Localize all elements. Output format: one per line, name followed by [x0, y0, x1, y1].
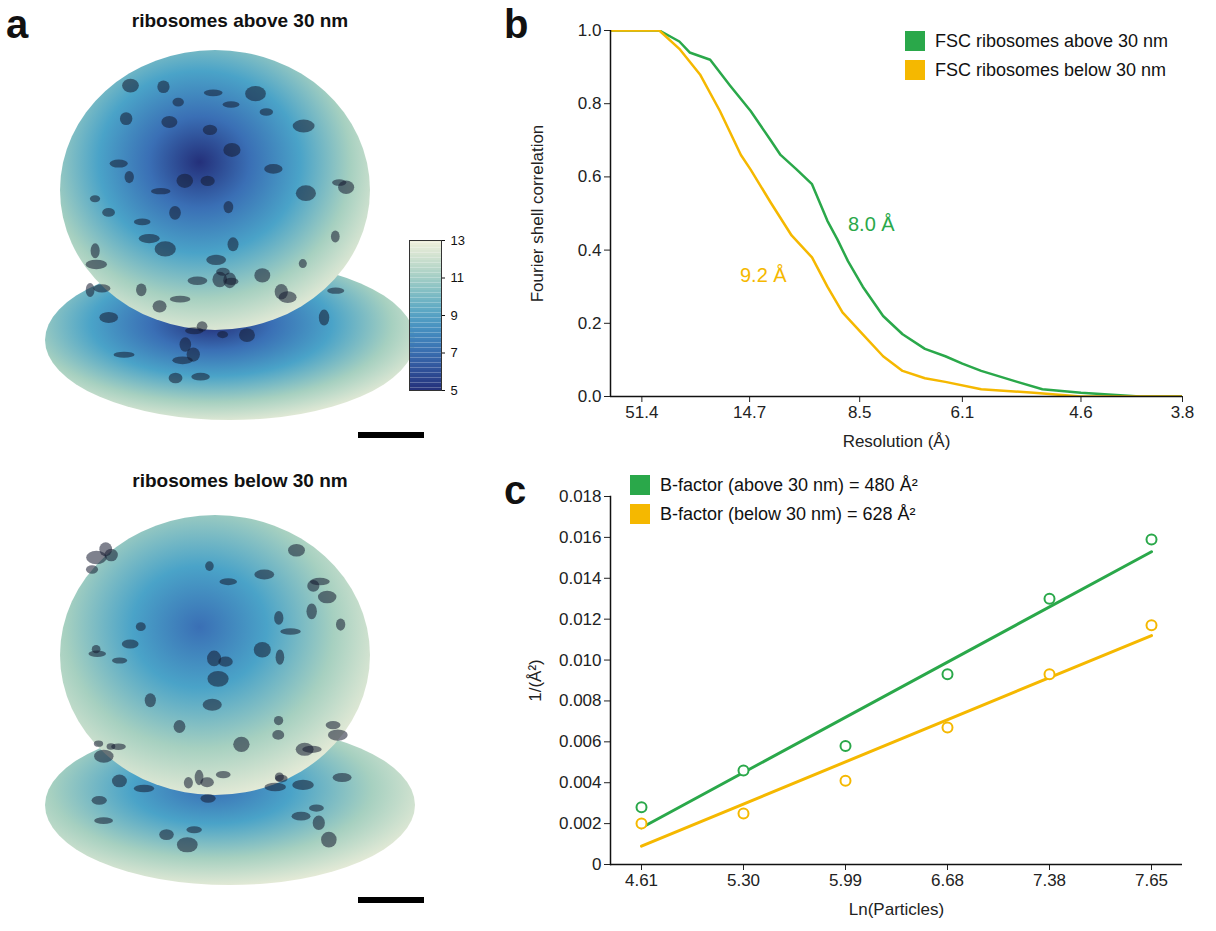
svg-text:0.010: 0.010: [559, 650, 602, 669]
svg-text:0: 0: [592, 855, 601, 874]
svg-text:0.018: 0.018: [559, 487, 602, 506]
html-text:ribosomes below 30 nm: ribosomes below 30 nm: [132, 470, 348, 491]
svg-text:8.0 Å: 8.0 Å: [848, 213, 895, 235]
svg-text:5.99: 5.99: [829, 871, 862, 890]
svg-text:8.5: 8.5: [848, 403, 872, 422]
svg-text:0.014: 0.014: [559, 569, 602, 588]
svg-text:4.61: 4.61: [625, 871, 658, 890]
html-text:B-factor (above 30 nm) = 480 Å: B-factor (above 30 nm) = 480 Å²: [660, 475, 918, 495]
svg-text:13: 13: [451, 233, 465, 248]
html-text:c: c: [504, 468, 527, 512]
svg-text:1/(Å²): 1/(Å²): [526, 659, 545, 702]
svg-text:9.2 Å: 9.2 Å: [740, 264, 787, 286]
svg-text:7.65: 7.65: [1135, 871, 1168, 890]
svg-text:7.38: 7.38: [1033, 871, 1066, 890]
svg-text:0.2: 0.2: [578, 314, 602, 333]
html-text:ribosomes above 30 nm: ribosomes above 30 nm: [131, 10, 349, 31]
html-text:B-factor (below 30 nm) = 628 Å: B-factor (below 30 nm) = 628 Å²: [660, 503, 916, 524]
svg-text:0.012: 0.012: [559, 610, 602, 629]
svg-text:0.006: 0.006: [559, 732, 602, 751]
svg-text:0.004: 0.004: [559, 773, 602, 792]
svg-text:4.6: 4.6: [1069, 403, 1093, 422]
svg-text:Ln(Particles): Ln(Particles): [849, 900, 944, 919]
svg-text:0.0: 0.0: [578, 387, 602, 406]
svg-text:11: 11: [451, 270, 465, 285]
svg-text:5: 5: [451, 383, 458, 398]
svg-text:0.4: 0.4: [578, 241, 602, 260]
svg-text:Fourier shell correlation: Fourier shell correlation: [528, 125, 547, 303]
svg-text:3.8: 3.8: [1171, 403, 1195, 422]
svg-text:0.016: 0.016: [559, 528, 602, 547]
svg-text:6.1: 6.1: [951, 403, 975, 422]
html-text:b: b: [504, 2, 529, 46]
html-text:a: a: [6, 2, 29, 46]
svg-text:51.4: 51.4: [625, 403, 658, 422]
svg-text:14.7: 14.7: [733, 403, 766, 422]
svg-text:0.8: 0.8: [578, 94, 602, 113]
svg-text:0.008: 0.008: [559, 691, 602, 710]
svg-text:9: 9: [451, 308, 458, 323]
html-text:FSC ribosomes above 30 nm: FSC ribosomes above 30 nm: [934, 31, 1168, 51]
html-text:FSC ribosomes below 30 nm: FSC ribosomes below 30 nm: [934, 59, 1166, 80]
svg-text:7: 7: [451, 345, 458, 360]
svg-text:0.002: 0.002: [559, 814, 602, 833]
svg-text:5.30: 5.30: [727, 871, 760, 890]
svg-text:Resolution (Å): Resolution (Å): [843, 432, 951, 451]
svg-text:0.6: 0.6: [578, 167, 602, 186]
svg-text:1.0: 1.0: [578, 21, 602, 40]
svg-text:6.68: 6.68: [931, 871, 964, 890]
